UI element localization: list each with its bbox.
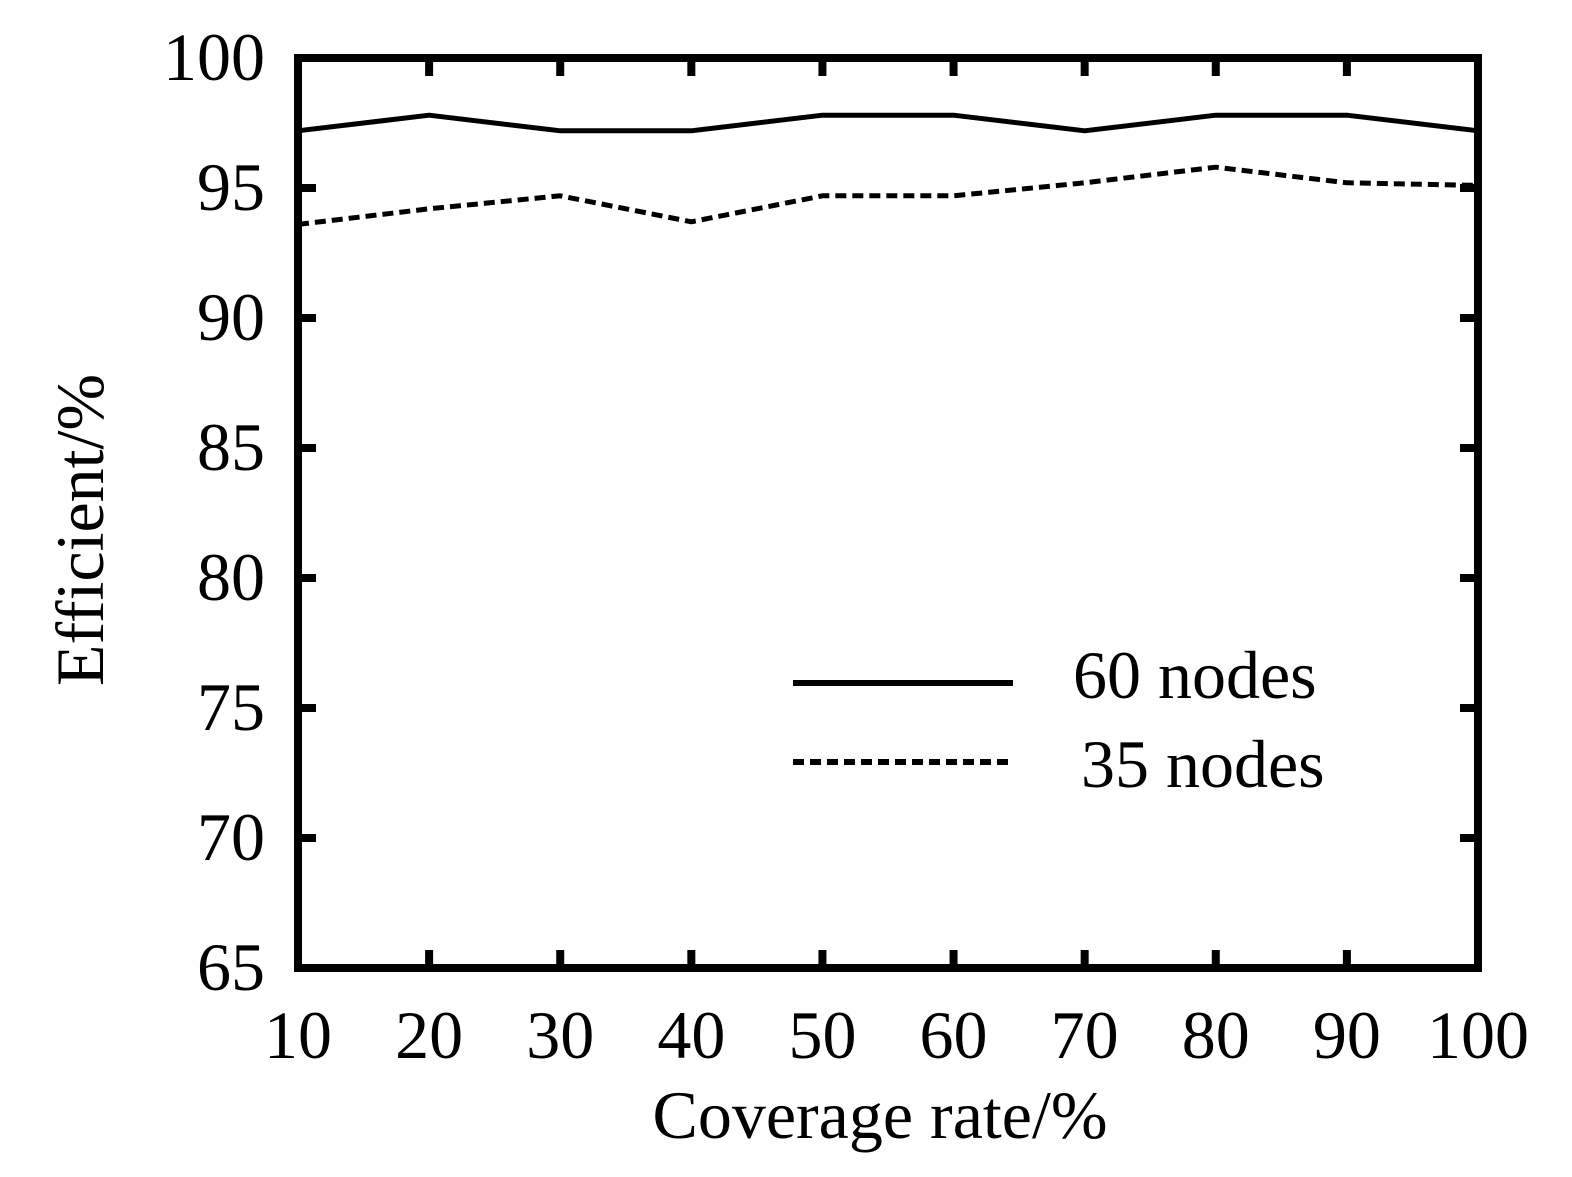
plot-frame — [294, 54, 1482, 972]
tick-labels: 10 20 30 40 50 60 70 80 90 100 65 70 75 80 85 90 95 100 — [163, 19, 1529, 1073]
y-tick-label: 70 — [197, 799, 265, 875]
x-tick-label: 10 — [264, 997, 332, 1073]
series-line-60-nodes — [297, 112, 1479, 134]
x-tick-label: 60 — [920, 997, 988, 1073]
x-tick-label: 50 — [788, 997, 856, 1073]
y-tick-label: 95 — [197, 149, 265, 225]
y-tick-label: 90 — [197, 279, 265, 355]
y-tick-label: 85 — [197, 409, 265, 485]
y-tick-label: 65 — [197, 929, 265, 1005]
x-axis-label: Coverage rate/% — [653, 1077, 1108, 1153]
series-line-35-nodes — [297, 164, 1479, 227]
series-layer — [297, 112, 1479, 227]
x-tick-label: 70 — [1051, 997, 1119, 1073]
y-tick-label: 80 — [197, 539, 265, 615]
y-axis-label: Efficient/% — [42, 374, 118, 686]
legend: 60 nodes 35 nodes — [793, 637, 1325, 802]
legend-label-60-nodes: 60 nodes — [1073, 637, 1317, 713]
y-tick-label: 75 — [197, 669, 265, 745]
x-tick-label: 40 — [657, 997, 725, 1073]
y-tick-label: 100 — [163, 19, 265, 95]
x-tick-label: 30 — [526, 997, 594, 1073]
x-tick-label: 100 — [1427, 997, 1529, 1073]
legend-label-35-nodes: 35 nodes — [1081, 726, 1325, 802]
x-tick-label: 90 — [1313, 997, 1381, 1073]
x-tick-label: 80 — [1182, 997, 1250, 1073]
x-tick-label: 20 — [395, 997, 463, 1073]
